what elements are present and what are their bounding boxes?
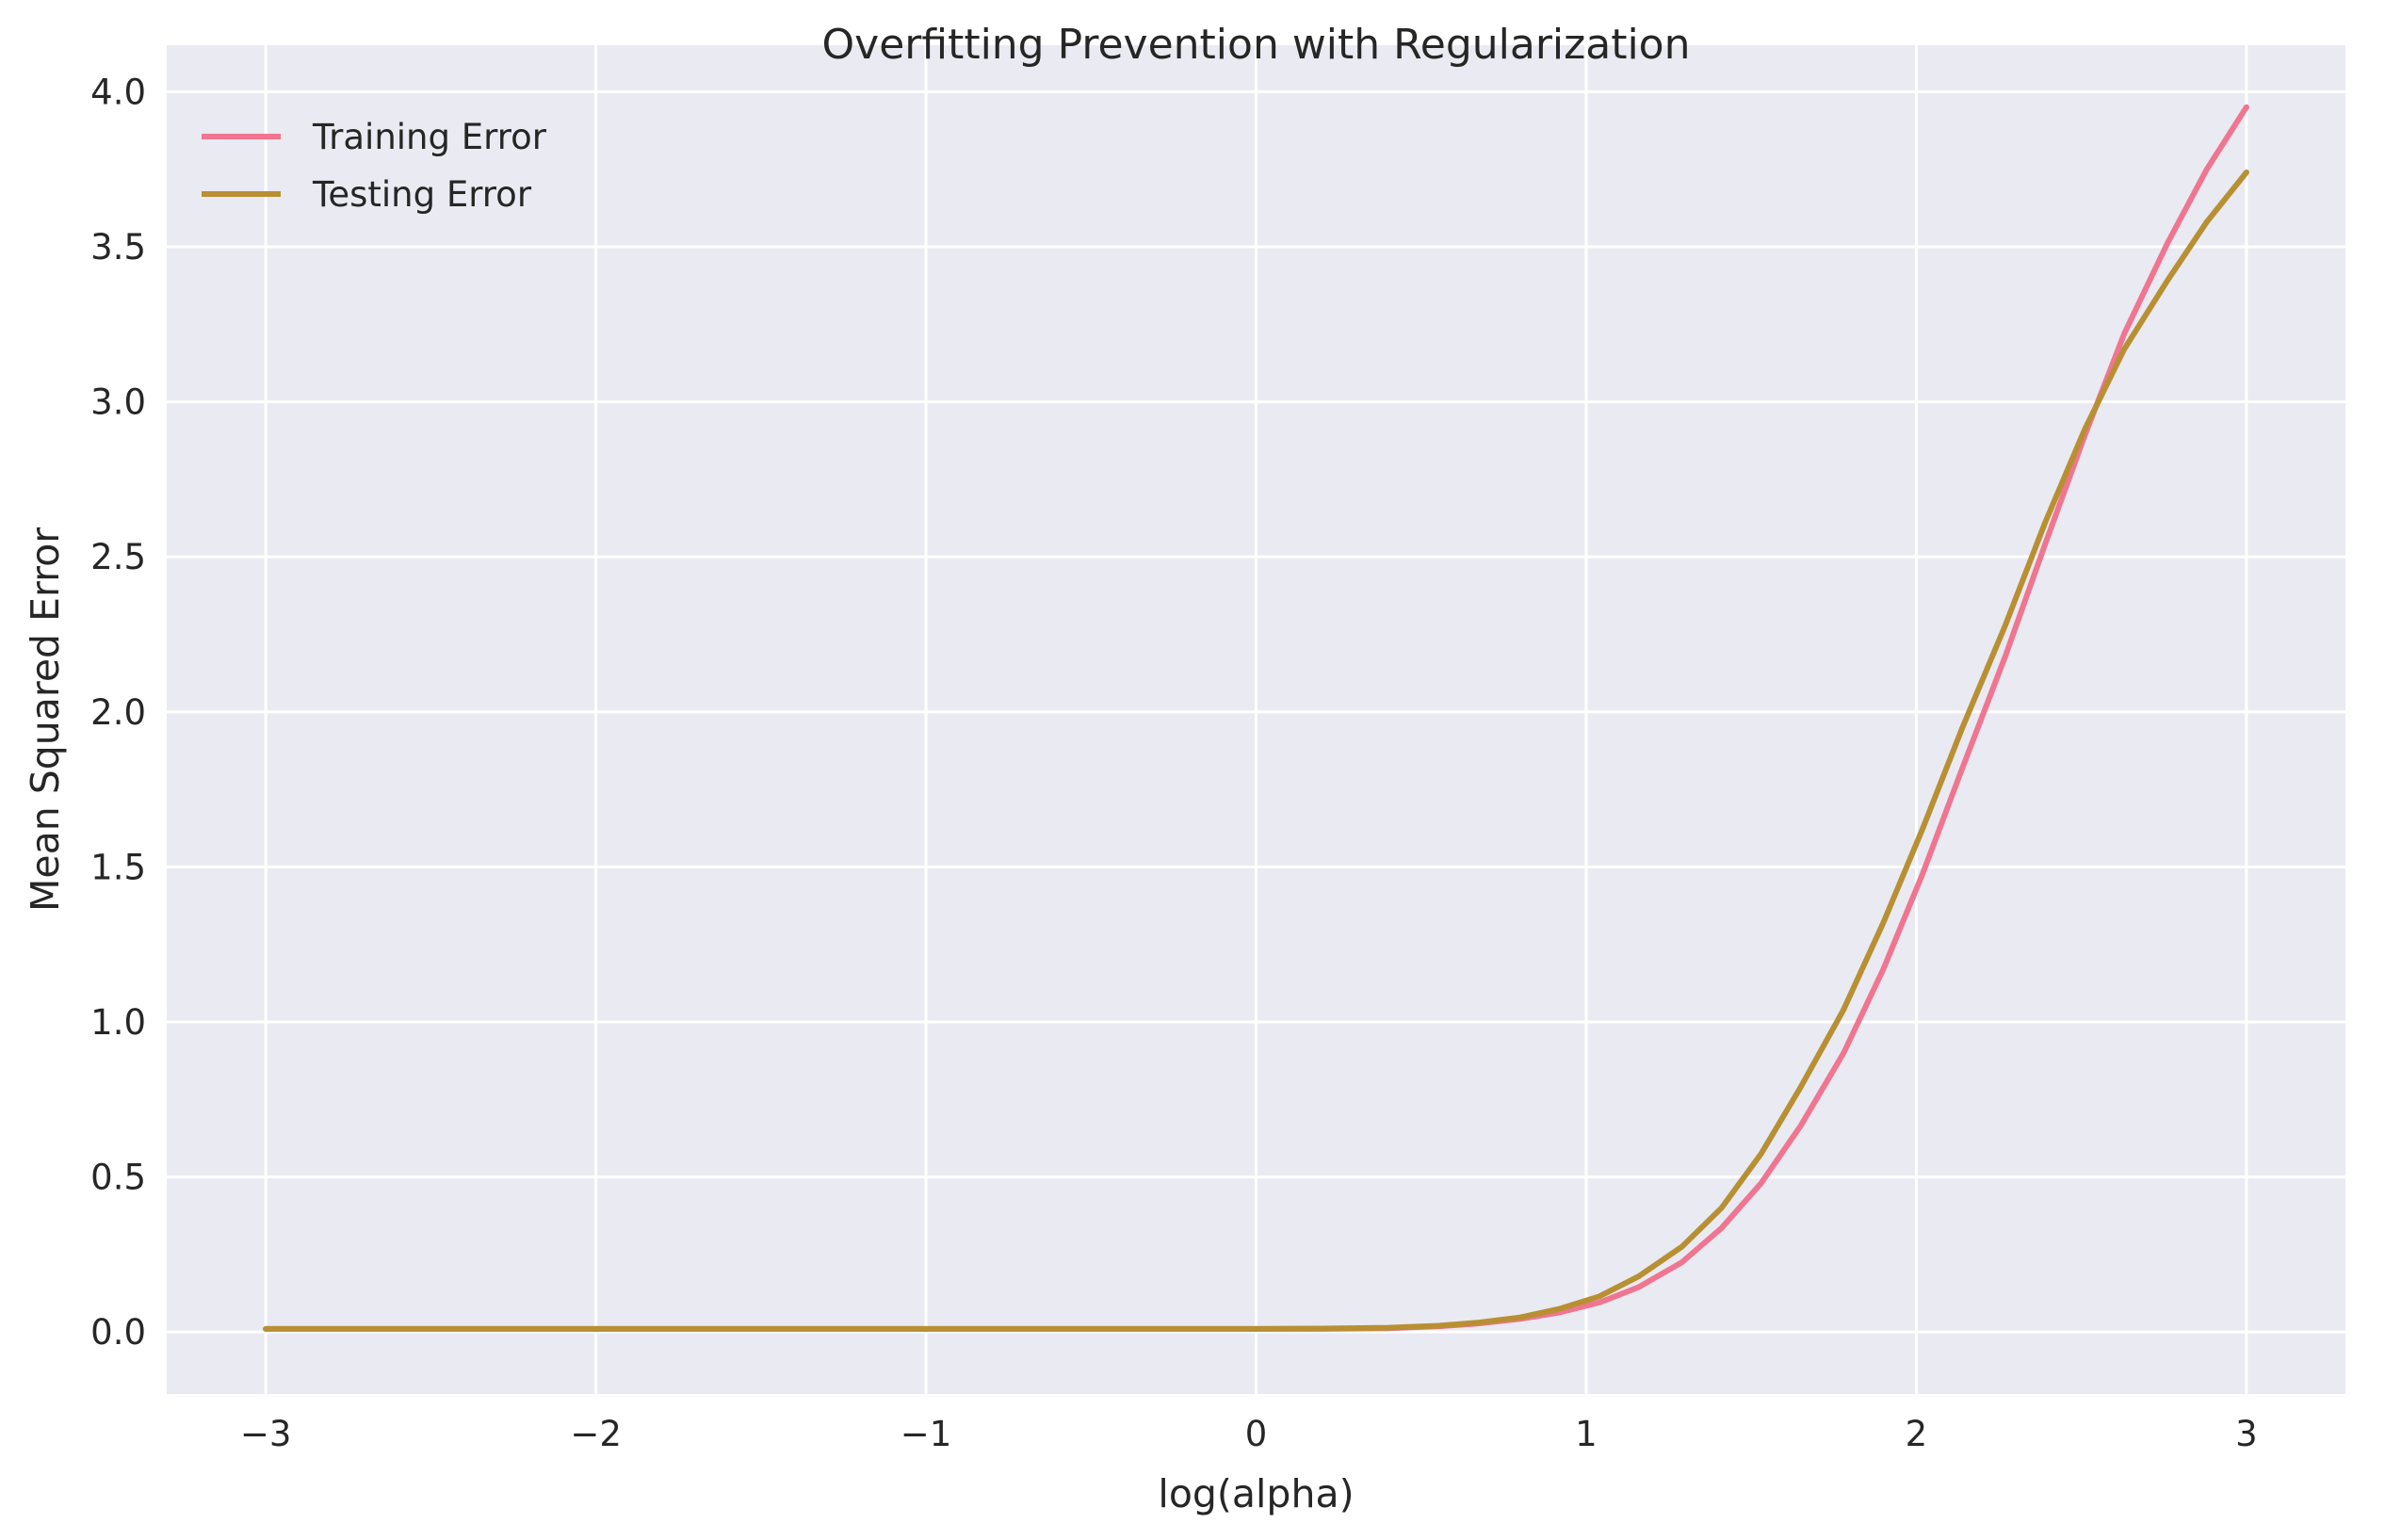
x-tick-label: 2: [1906, 1414, 1928, 1454]
legend-label: Testing Error: [312, 174, 532, 215]
y-tick-labels: 0.0 0.5 1.0 1.5 2.0 2.5 3.0 3.5 4.0: [90, 72, 146, 1353]
x-axis-label: log(alpha): [1158, 1471, 1354, 1516]
grid: [167, 45, 2345, 1394]
y-tick-label: 3.0: [90, 382, 146, 423]
x-tick-label: −2: [570, 1414, 622, 1454]
x-tick-label: 1: [1575, 1414, 1598, 1454]
y-axis-label: Mean Squared Error: [23, 527, 68, 912]
y-tick-label: 4.0: [90, 72, 146, 112]
x-tick-label: −3: [240, 1414, 292, 1454]
series-line-testing-error: [263, 170, 2249, 1332]
y-tick-label: 0.5: [90, 1158, 146, 1198]
y-tick-label: 1.0: [90, 1002, 146, 1043]
y-tick-label: 0.0: [90, 1312, 146, 1353]
y-tick-label: 2.0: [90, 692, 146, 733]
y-tick-label: 2.5: [90, 537, 146, 577]
y-tick-label: 1.5: [90, 847, 146, 887]
chart-title: Overfitting Prevention with Regularizati…: [822, 21, 1691, 69]
x-tick-label: 3: [2235, 1414, 2258, 1454]
x-tick-labels: −3 −2 −1 0 1 2 3: [240, 1414, 2258, 1454]
x-tick-label: −1: [900, 1414, 952, 1454]
legend: Training Error Testing Error: [202, 117, 547, 215]
y-tick-label: 3.5: [90, 227, 146, 267]
x-tick-label: 0: [1245, 1414, 1268, 1454]
series-lines: [263, 104, 2249, 1332]
legend-label: Training Error: [312, 117, 547, 157]
